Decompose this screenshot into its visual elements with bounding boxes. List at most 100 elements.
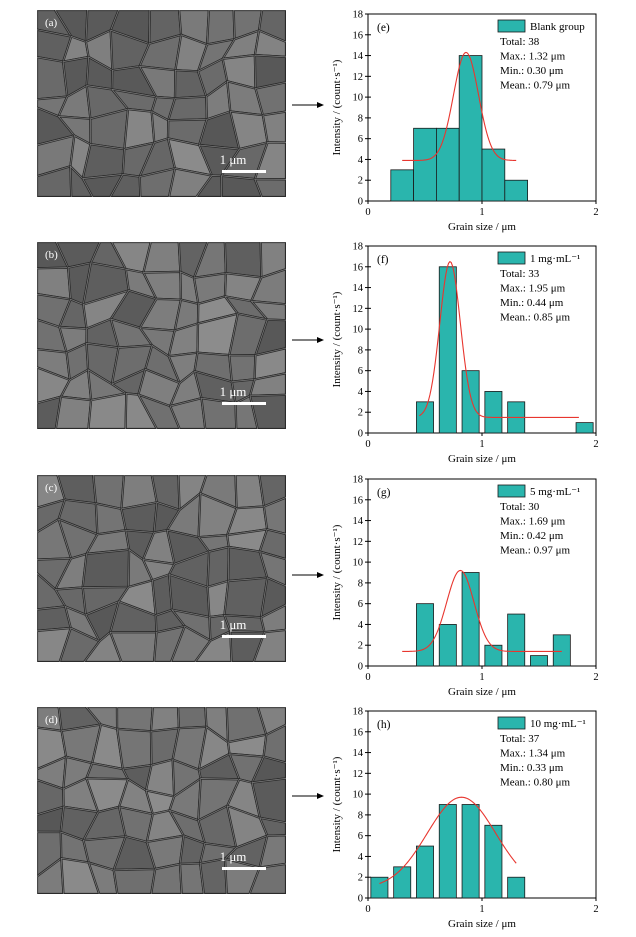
grain-highlight: [139, 138, 169, 177]
grain-highlight: [199, 858, 226, 894]
histogram-bar: [416, 401, 434, 434]
grain-highlight: [37, 518, 59, 560]
grain-highlight: [95, 503, 122, 535]
grain-highlight: [58, 499, 96, 520]
x-axis-label: Grain size / μm: [448, 918, 516, 930]
grain-highlight: [258, 475, 286, 507]
scale-bar: [222, 170, 266, 173]
grain-highlight: [54, 587, 83, 607]
y-tick-label: 10: [353, 790, 364, 801]
grain-highlight: [207, 580, 229, 618]
histogram-bar: [438, 624, 457, 667]
stat-line: Max.: 1.69 μm: [500, 516, 566, 528]
grain-highlight: [86, 342, 119, 370]
grain-highlight: [88, 862, 114, 894]
grain-highlight: [250, 268, 286, 302]
y-tick-label: 6: [358, 134, 363, 145]
grain-highlight: [254, 54, 286, 89]
grain-highlight: [262, 111, 286, 143]
grain-highlight: [86, 529, 126, 555]
grain-highlight: [125, 268, 144, 291]
histogram-bar: [575, 422, 594, 434]
histogram-bar: [370, 876, 389, 899]
legend-label: 10 mg·mL⁻¹: [530, 718, 586, 730]
grain-highlight: [61, 724, 101, 757]
grain-highlight: [179, 835, 205, 865]
sem-image-d: (d) 1 μm: [37, 707, 286, 894]
grain-highlight: [260, 604, 286, 633]
grain-highlight: [226, 805, 261, 848]
grain-highlight: [37, 96, 68, 108]
stat-line: Max.: 1.32 μm: [500, 51, 566, 63]
grain: [87, 392, 128, 429]
grain-highlight: [221, 175, 255, 197]
grain-highlight: [122, 764, 152, 780]
y-tick-label: 12: [353, 537, 364, 548]
grain-highlight: [169, 370, 195, 407]
grain-highlight: [233, 10, 262, 40]
histogram-chart-g: 0 2 4 6 8 10 12 14 16 18 0 1 2 (g) 5 mg·mL⁻¹ Total: 30 M…: [320, 465, 636, 699]
legend-label: 5 mg·mL⁻¹: [530, 486, 580, 498]
grain-highlight: [197, 313, 238, 353]
grain-highlight: [254, 142, 286, 180]
grain-highlight: [204, 707, 227, 727]
x-tick-label: 2: [593, 207, 598, 218]
grain: [142, 242, 182, 274]
grain-highlight: [168, 809, 199, 836]
grain-highlight: [54, 10, 88, 37]
grain-highlight: [198, 492, 237, 538]
x-tick-label: 2: [593, 672, 598, 683]
grain-highlight: [67, 262, 91, 300]
fit-curve: [379, 796, 517, 885]
y-tick-label: 10: [353, 93, 364, 104]
grain-texture: [37, 707, 286, 894]
y-axis-label: Intensity / (count·s⁻¹): [331, 59, 343, 155]
grain-highlight: [179, 862, 201, 894]
stat-line: Min.: 0.44 μm: [500, 297, 564, 309]
grain-texture: [37, 242, 286, 429]
arrow-icon: [292, 337, 324, 343]
grain-highlight: [37, 831, 61, 877]
grain-highlight: [82, 262, 126, 305]
grain-highlight: [37, 267, 69, 295]
grain-highlight: [224, 242, 261, 274]
x-axis-label: Grain size / μm: [448, 686, 516, 698]
y-tick-label: 8: [358, 810, 363, 821]
grain-highlight: [85, 601, 119, 642]
grain-highlight: [228, 354, 256, 382]
grain-highlight: [178, 10, 209, 35]
grain: [150, 862, 183, 894]
grain-highlight: [110, 10, 150, 31]
grain-highlight: [259, 551, 286, 578]
y-tick-label: 8: [358, 345, 363, 356]
grain-highlight: [259, 817, 286, 836]
grain-highlight: [180, 271, 195, 300]
legend-swatch: [497, 251, 526, 265]
grain-highlight: [37, 165, 71, 197]
grain-highlight: [109, 631, 157, 662]
grain-highlight: [144, 344, 169, 370]
grain-highlight: [255, 319, 286, 356]
x-tick-label: 1: [479, 672, 484, 683]
y-tick-label: 16: [353, 727, 364, 738]
grain-highlight: [207, 546, 229, 588]
y-tick-label: 14: [353, 516, 364, 527]
y-axis-label: Intensity / (count·s⁻¹): [331, 291, 343, 387]
grain-highlight: [37, 367, 70, 404]
y-tick-label: 12: [353, 769, 364, 780]
histogram-bar: [484, 391, 503, 434]
y-tick-label: 4: [358, 155, 364, 166]
grain-highlight: [86, 762, 123, 779]
stat-line: Mean.: 0.79 μm: [500, 80, 570, 92]
grain-highlight: [62, 777, 87, 807]
grain-highlight: [170, 625, 211, 662]
legend-label: Blank group: [530, 21, 585, 33]
grain-highlight: [198, 144, 240, 176]
grain-highlight: [57, 115, 91, 136]
grain-texture: [37, 475, 286, 662]
grain-highlight: [37, 558, 72, 574]
grain-highlight: [57, 475, 94, 500]
histogram-bar: [458, 55, 483, 202]
scale-bar: [222, 867, 266, 870]
grain-highlight: [254, 347, 286, 380]
